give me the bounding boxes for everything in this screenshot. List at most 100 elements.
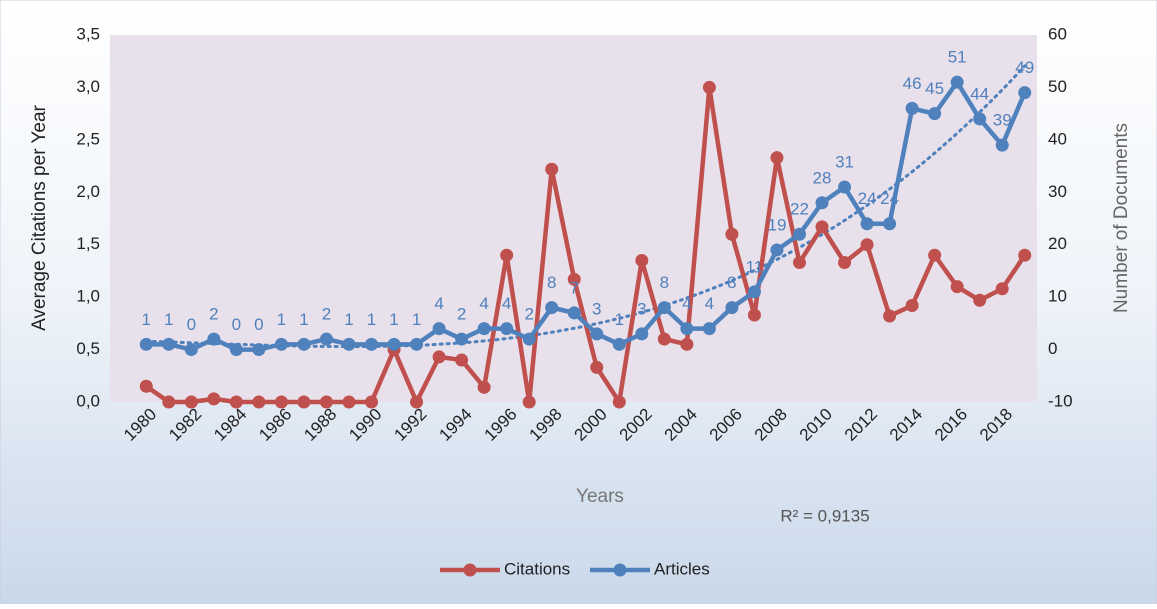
data-point: [477, 322, 491, 336]
y2-tick-label: 20: [1048, 234, 1067, 253]
data-label: 0: [187, 315, 196, 334]
data-point: [500, 248, 514, 262]
y-axis-title: Average Citations per Year: [29, 104, 50, 330]
data-label: 1: [142, 310, 151, 329]
data-point: [995, 138, 1009, 152]
data-point: [612, 337, 626, 351]
data-point: [252, 343, 266, 357]
data-point: [815, 196, 829, 210]
data-point: [162, 337, 176, 351]
data-point: [432, 350, 446, 364]
series-line: [146, 79, 1027, 352]
data-point: [950, 75, 964, 89]
data-label: 2: [524, 305, 533, 324]
legend-marker: [613, 563, 627, 577]
data-point: [139, 337, 153, 351]
data-point: [635, 253, 649, 267]
data-label: 4: [479, 294, 488, 313]
data-point: [410, 395, 424, 409]
data-label: 1: [412, 310, 421, 329]
data-label: 28: [813, 168, 832, 187]
data-point: [477, 380, 491, 394]
data-point: [455, 332, 469, 346]
y2-tick-label: 60: [1048, 24, 1067, 43]
data-point: [229, 343, 243, 357]
data-label: 4: [705, 294, 714, 313]
data-label: 8: [727, 273, 736, 292]
y2-axis-title: Number of Documents: [1111, 123, 1132, 313]
y-tick-label: 3,5: [76, 24, 100, 43]
data-point: [792, 227, 806, 241]
data-label: 22: [790, 200, 809, 219]
data-label: 8: [547, 273, 556, 292]
data-point: [297, 395, 311, 409]
data-label: 4: [502, 294, 511, 313]
data-label: 2: [457, 305, 466, 324]
data-label: 39: [993, 111, 1012, 130]
data-point: [365, 395, 379, 409]
data-point: [702, 80, 716, 94]
data-label: 1: [389, 310, 398, 329]
y2-tick-label: 30: [1048, 182, 1067, 201]
data-point: [567, 272, 581, 286]
data-point: [567, 306, 581, 320]
data-point: [207, 332, 221, 346]
y-tick-label: 0,5: [76, 339, 100, 358]
y-tick-label: 3,0: [76, 77, 100, 96]
data-point: [612, 395, 626, 409]
data-point: [950, 280, 964, 294]
data-label: 1: [615, 310, 624, 329]
data-point: [1018, 86, 1032, 100]
data-point: [545, 301, 559, 315]
data-point: [680, 322, 694, 336]
data-point: [207, 392, 221, 406]
data-point: [860, 217, 874, 231]
data-point: [838, 256, 852, 270]
data-label: 4: [682, 294, 691, 313]
data-point: [545, 162, 559, 176]
data-point: [342, 337, 356, 351]
data-label: 24: [880, 189, 899, 208]
data-point: [770, 243, 784, 257]
data-label: 2: [209, 305, 218, 324]
y2-tick-label: 50: [1048, 77, 1067, 96]
data-point: [319, 395, 333, 409]
y2-tick-label: 0: [1048, 339, 1057, 358]
data-point: [297, 337, 311, 351]
legend-label: Articles: [654, 559, 710, 578]
data-point: [995, 282, 1009, 296]
data-point: [973, 293, 987, 307]
data-point: [139, 379, 153, 393]
data-point: [838, 180, 852, 194]
data-point: [365, 337, 379, 351]
data-label: 1: [299, 310, 308, 329]
data-label: 2: [322, 305, 331, 324]
data-point: [590, 360, 604, 374]
y-tick-label: 0,0: [76, 391, 100, 410]
data-point: [590, 327, 604, 341]
data-point: [657, 332, 671, 346]
data-point: [770, 151, 784, 165]
x-axis-title: Years: [576, 486, 624, 507]
data-point: [928, 107, 942, 121]
data-point: [883, 309, 897, 323]
data-point: [432, 322, 446, 336]
data-point: [522, 395, 536, 409]
data-point: [928, 248, 942, 262]
data-point: [905, 101, 919, 115]
data-point: [725, 301, 739, 315]
data-label: 3: [592, 299, 601, 318]
y-tick-label: 2,5: [76, 129, 100, 148]
data-label: 1: [277, 310, 286, 329]
y2-tick-label: -10: [1048, 391, 1073, 410]
y2-tick-label: 40: [1048, 129, 1067, 148]
legend-label: Citations: [504, 559, 570, 578]
data-label: 44: [970, 84, 989, 103]
data-label: 1: [164, 310, 173, 329]
data-label: 1: [367, 310, 376, 329]
data-point: [319, 332, 333, 346]
data-point: [1018, 248, 1032, 262]
y-tick-label: 1,0: [76, 287, 100, 306]
data-point: [747, 308, 761, 322]
